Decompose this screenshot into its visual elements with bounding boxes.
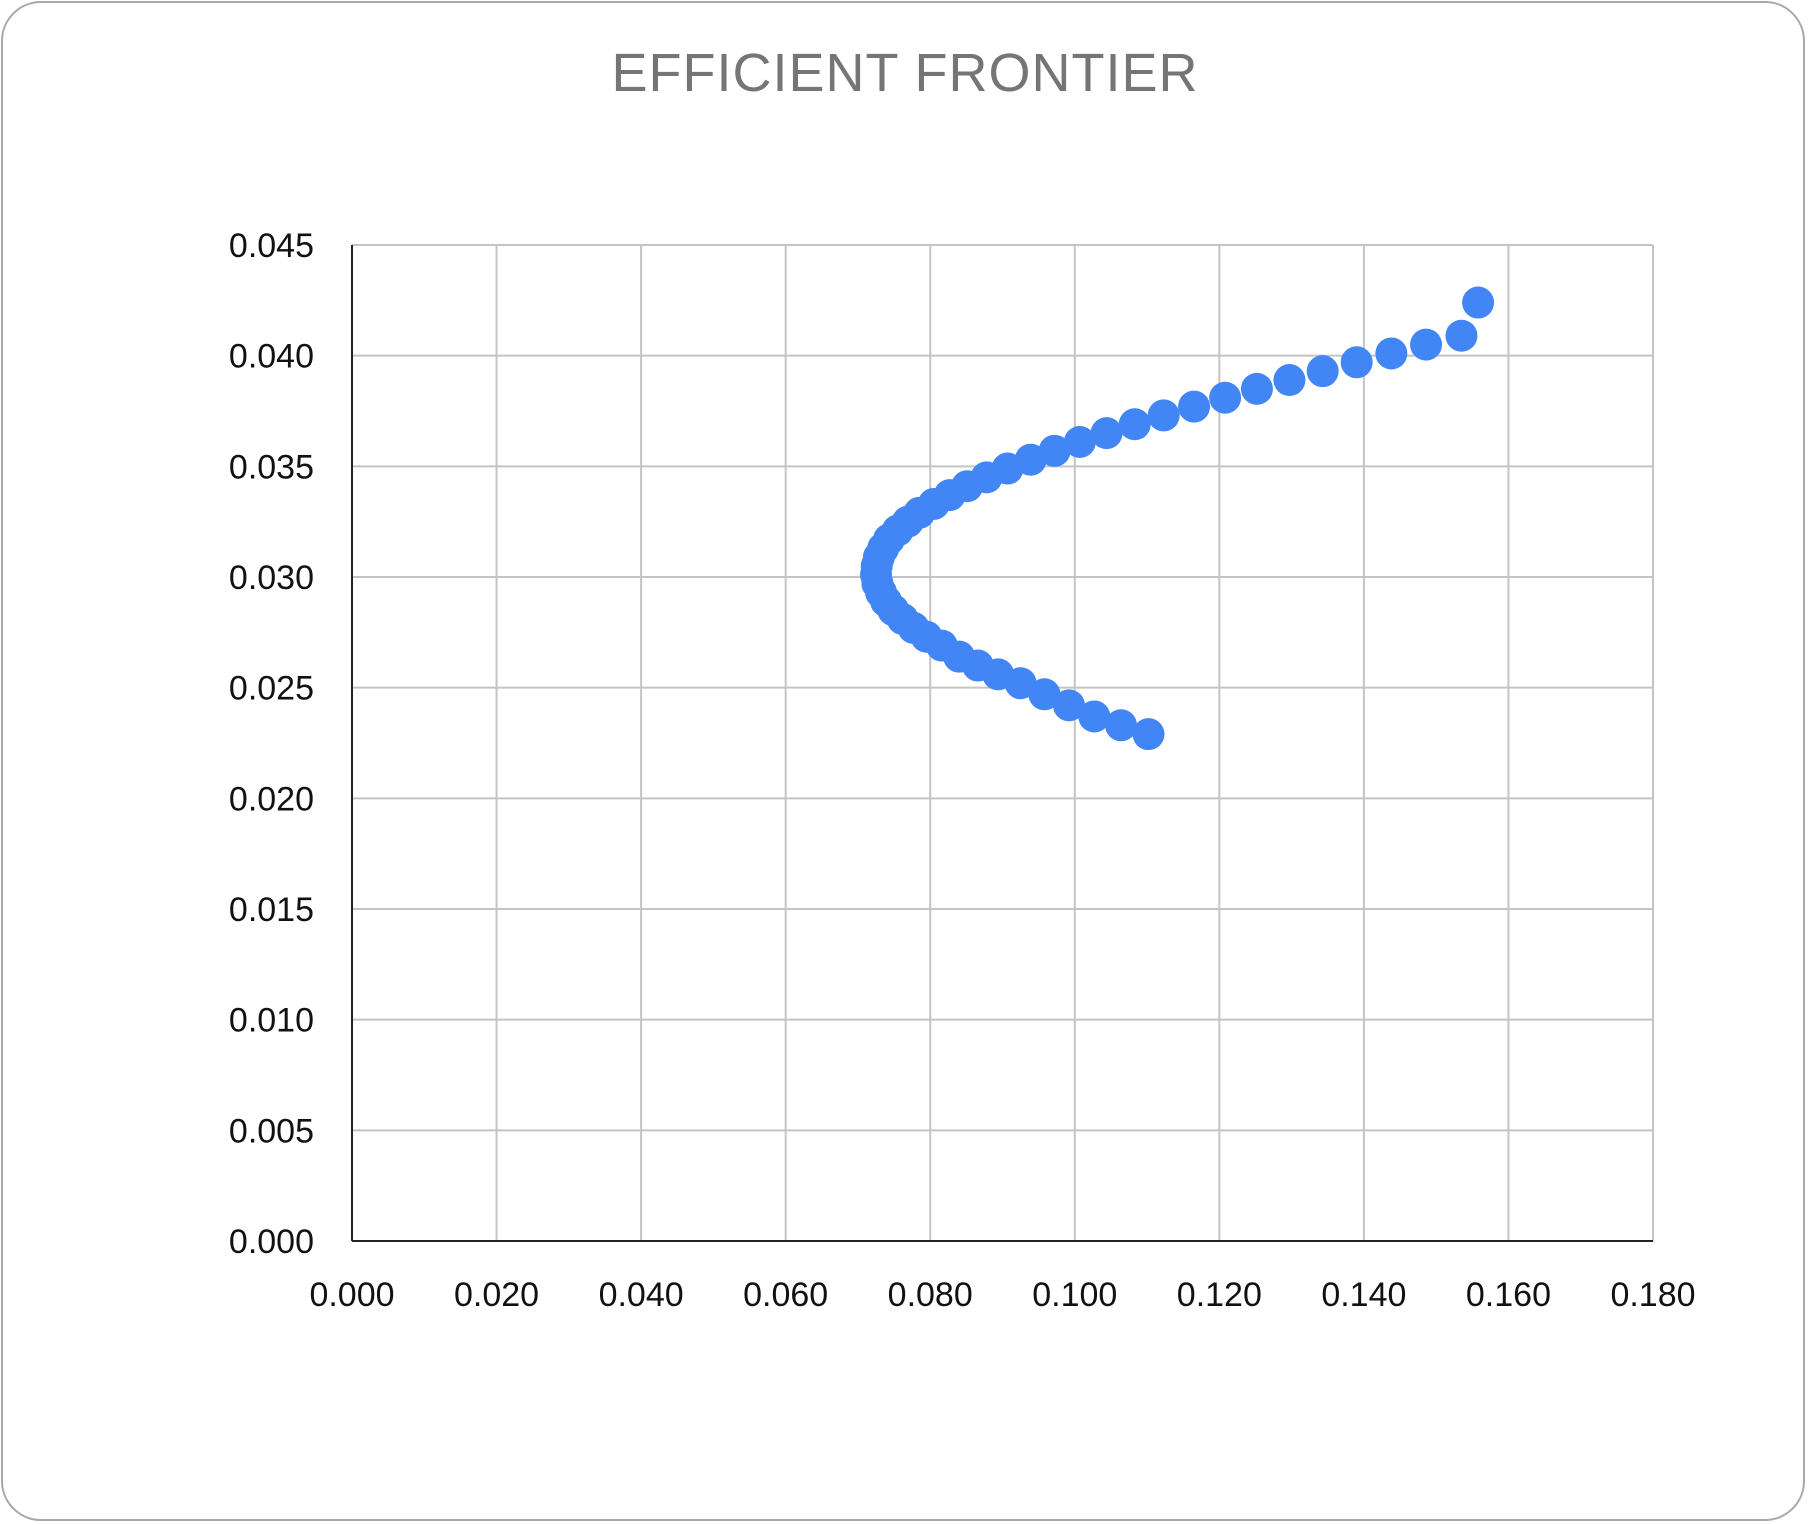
x-tick-label: 0.020 — [454, 1276, 539, 1314]
x-tick-label: 0.180 — [1610, 1276, 1695, 1314]
data-point — [1105, 709, 1138, 742]
data-point — [1090, 417, 1123, 450]
x-tick-label: 0.040 — [599, 1276, 684, 1314]
data-point — [1118, 408, 1151, 441]
data-point — [1052, 689, 1085, 722]
y-tick-label: 0.040 — [229, 338, 314, 376]
data-points — [860, 286, 1495, 751]
data-point — [1028, 678, 1061, 711]
axes — [351, 245, 1653, 1242]
data-point — [1462, 286, 1495, 319]
data-point — [1132, 718, 1165, 751]
x-tick-label: 0.000 — [309, 1276, 394, 1314]
y-tick-label: 0.000 — [229, 1223, 314, 1261]
data-point — [1410, 328, 1443, 361]
data-point — [1340, 346, 1373, 379]
data-point — [1375, 337, 1408, 370]
data-point — [1063, 425, 1096, 458]
x-tick-label: 0.140 — [1321, 1276, 1406, 1314]
data-point — [1209, 381, 1242, 414]
x-tick-label: 0.160 — [1466, 1276, 1551, 1314]
y-tick-label: 0.010 — [229, 1002, 314, 1040]
data-point — [1038, 434, 1071, 467]
data-point — [1240, 372, 1273, 405]
y-tick-label: 0.025 — [229, 670, 314, 708]
y-tick-label: 0.020 — [229, 780, 314, 818]
data-point — [1445, 319, 1478, 352]
chart-title: EFFICIENT FRONTIER — [611, 43, 1199, 103]
x-tick-label: 0.080 — [888, 1276, 973, 1314]
y-tick-label: 0.030 — [229, 559, 314, 597]
data-point — [1306, 355, 1339, 388]
y-tick-label: 0.005 — [229, 1112, 314, 1150]
y-tick-label: 0.015 — [229, 891, 314, 929]
y-tick-label: 0.045 — [229, 227, 314, 265]
data-point — [1078, 700, 1111, 733]
data-point — [1147, 399, 1180, 432]
x-tick-label: 0.100 — [1032, 1276, 1117, 1314]
x-tick-label: 0.120 — [1177, 1276, 1262, 1314]
data-point — [1273, 364, 1306, 397]
grid — [352, 244, 1654, 1241]
x-tick-label: 0.060 — [743, 1276, 828, 1314]
y-tick-label: 0.035 — [229, 448, 314, 486]
data-point — [1178, 390, 1211, 423]
tick-labels: 0.000 0.020 0.040 0.060 0.080 0.100 0.120 0.140… — [229, 227, 1696, 1314]
